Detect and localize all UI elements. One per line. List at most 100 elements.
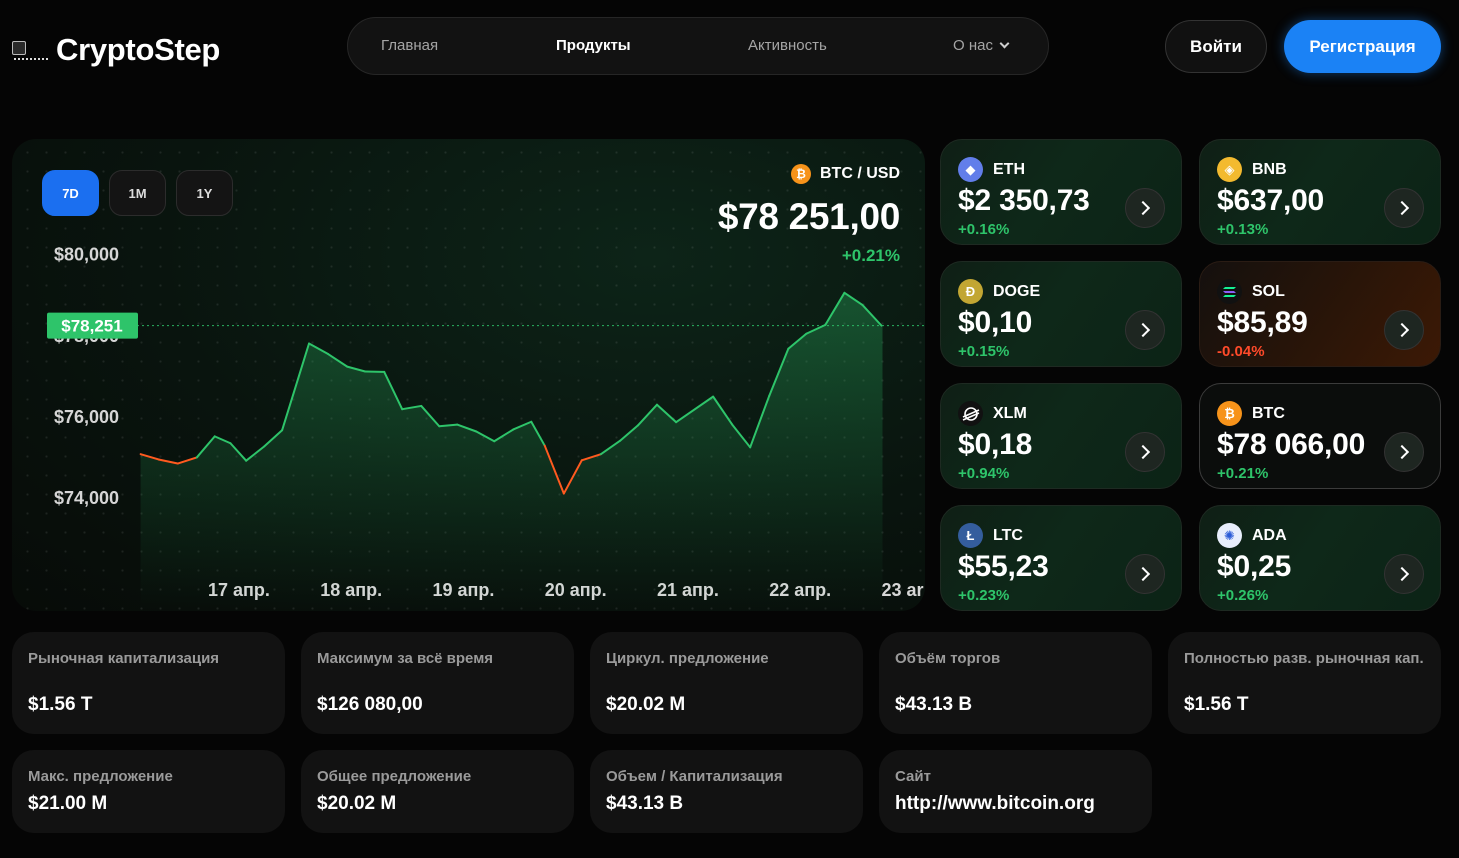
stat-label: Циркул. предложение bbox=[606, 650, 769, 667]
solana-icon bbox=[1217, 279, 1242, 304]
nav-item-home[interactable]: Главная bbox=[381, 37, 439, 54]
chevron-down-icon bbox=[999, 38, 1010, 49]
stat-website: Сайт http://www.bitcoin.org bbox=[879, 750, 1152, 833]
cardano-icon: ✺ bbox=[1217, 523, 1242, 548]
register-button[interactable]: Регистрация bbox=[1284, 20, 1441, 73]
chart-line-segment bbox=[805, 323, 827, 335]
coin-price: $0,25 bbox=[1217, 550, 1292, 583]
pair-label: ₿ BTC / USD bbox=[791, 164, 900, 184]
stellar-icon bbox=[958, 401, 983, 426]
coin-card-xlm[interactable]: XLM $0,18 +0.94% bbox=[940, 383, 1182, 489]
period-7d-button[interactable]: 7D bbox=[42, 170, 99, 216]
chart-line-segment bbox=[401, 404, 423, 411]
stat-value: $43.13 B bbox=[895, 694, 973, 715]
chart-line-segment bbox=[824, 291, 846, 326]
chart-line-segment bbox=[731, 423, 752, 449]
chevron-right-icon[interactable] bbox=[1125, 188, 1165, 228]
coin-symbol: ETH bbox=[993, 160, 1025, 178]
price-chart[interactable]: $80,000$78,000$76,000$74,00017 апр.18 ап… bbox=[12, 139, 925, 611]
chevron-right-icon[interactable] bbox=[1384, 554, 1424, 594]
nav-item-products[interactable]: Продукты bbox=[556, 37, 631, 54]
chart-line-segment bbox=[512, 420, 533, 431]
x-tick-label: 23 ar bbox=[882, 580, 924, 600]
coin-card-btc[interactable]: ₿ BTC $78 066,00 +0.21% bbox=[1199, 383, 1441, 489]
stat-volume-to-cap: Объем / Капитализация $43.13 B bbox=[590, 750, 863, 833]
chevron-right-icon[interactable] bbox=[1125, 310, 1165, 350]
chart-line-segment bbox=[636, 403, 658, 427]
coin-price: $637,00 bbox=[1217, 184, 1325, 217]
coin-symbol: BNB bbox=[1252, 160, 1287, 178]
chevron-right-icon[interactable] bbox=[1125, 554, 1165, 594]
stat-value: $20.02 M bbox=[606, 694, 686, 715]
coin-symbol: BTC bbox=[1252, 404, 1285, 422]
ethereum-icon: ◆ bbox=[958, 157, 983, 182]
chart-line-segment bbox=[281, 342, 311, 432]
nav-item-about[interactable]: О нас bbox=[953, 37, 1010, 54]
coin-card-bnb[interactable]: ◈ BNB $637,00 +0.13% bbox=[1199, 139, 1441, 245]
litecoin-icon: Ł bbox=[958, 523, 983, 548]
coin-change: +0.15% bbox=[958, 343, 1010, 360]
login-button[interactable]: Войти bbox=[1165, 20, 1267, 73]
stat-value: $1.56 T bbox=[28, 694, 93, 715]
chart-line-segment bbox=[213, 435, 232, 445]
chart-line-segment bbox=[245, 445, 266, 462]
stat-label: Объем / Капитализация bbox=[606, 768, 783, 785]
chevron-right-icon[interactable] bbox=[1384, 310, 1424, 350]
chart-line-segment bbox=[420, 404, 441, 428]
price-chart-panel: $80,000$78,000$76,000$74,00017 апр.18 ап… bbox=[12, 139, 925, 611]
coin-card-eth[interactable]: ◆ ETH $2 350,73 +0.16% bbox=[940, 139, 1182, 245]
current-price-badge-label: $78,251 bbox=[61, 317, 122, 336]
bnb-icon: ◈ bbox=[1217, 157, 1242, 182]
price-change: +0.21% bbox=[841, 246, 900, 265]
nav-item-activity[interactable]: Активность bbox=[748, 37, 827, 54]
chevron-right-icon[interactable] bbox=[1125, 432, 1165, 472]
stat-value: $126 080,00 bbox=[317, 694, 423, 715]
current-price: $78 251,00 bbox=[717, 196, 900, 237]
coin-price: $55,23 bbox=[958, 550, 1049, 583]
chart-line-segment bbox=[843, 291, 864, 306]
chart-line-segment bbox=[787, 332, 808, 350]
logo[interactable]: CryptoStep bbox=[12, 32, 220, 68]
chart-line-segment bbox=[308, 342, 330, 356]
stat-value: $21.00 M bbox=[28, 793, 108, 814]
chart-line-segment bbox=[139, 453, 160, 461]
stat-label: Сайт bbox=[895, 768, 931, 785]
coin-symbol: SOL bbox=[1252, 282, 1285, 300]
website-link[interactable]: http://www.bitcoin.org bbox=[895, 793, 1095, 814]
chart-line-segment bbox=[562, 459, 583, 495]
coin-card-sol[interactable]: SOL $85,89 -0.04% bbox=[1199, 261, 1441, 367]
chevron-right-icon[interactable] bbox=[1384, 432, 1424, 472]
coin-change: +0.23% bbox=[958, 587, 1010, 604]
coin-card-doge[interactable]: Ð DOGE $0,10 +0.15% bbox=[940, 261, 1182, 367]
coin-price: $78 066,00 bbox=[1217, 428, 1366, 461]
chart-line-segment bbox=[456, 423, 478, 433]
logo-image bbox=[12, 39, 50, 61]
chart-line-segment bbox=[749, 394, 771, 449]
coin-change: +0.94% bbox=[958, 465, 1010, 482]
coin-symbol: XLM bbox=[993, 404, 1027, 422]
period-1m-button[interactable]: 1M bbox=[109, 170, 166, 216]
y-tick-label: $76,000 bbox=[54, 407, 119, 427]
coin-card-ada[interactable]: ✺ ADA $0,25 +0.26% bbox=[1199, 505, 1441, 611]
chart-line-segment bbox=[543, 444, 565, 495]
stat-max-supply: Макс. предложение $21.00 M bbox=[12, 750, 285, 833]
chart-line-segment bbox=[475, 430, 496, 443]
chevron-right-icon[interactable] bbox=[1384, 188, 1424, 228]
coin-price: $2 350,73 bbox=[958, 184, 1090, 217]
chart-line-segment bbox=[580, 453, 602, 462]
stat-label: Объём торгов bbox=[895, 650, 1001, 667]
main-nav: Главная Продукты Активность О нас bbox=[347, 17, 1049, 75]
chart-line-segment bbox=[618, 424, 639, 442]
coin-symbol: ADA bbox=[1252, 526, 1287, 544]
coin-change: -0.04% bbox=[1217, 343, 1265, 360]
logo-text: CryptoStep bbox=[56, 32, 221, 67]
period-1y-button[interactable]: 1Y bbox=[176, 170, 233, 216]
chart-line-segment bbox=[530, 420, 546, 447]
chart-line-segment bbox=[346, 365, 367, 373]
y-tick-label: $74,000 bbox=[54, 488, 119, 508]
coin-card-ltc[interactable]: Ł LTC $55,23 +0.23% bbox=[940, 505, 1182, 611]
stat-label: Общее предложение bbox=[317, 768, 472, 785]
chart-line-segment bbox=[768, 347, 790, 397]
stat-label: Макс. предложение bbox=[28, 768, 173, 785]
stat-label: Полностью разв. рыночная кап. bbox=[1184, 650, 1424, 667]
